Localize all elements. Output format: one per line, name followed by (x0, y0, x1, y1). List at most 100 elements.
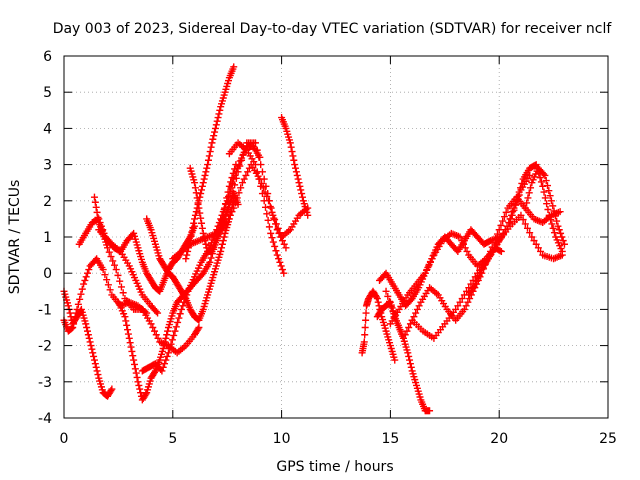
data-point (507, 211, 515, 219)
data-point (362, 316, 370, 324)
data-point (542, 177, 550, 185)
data-point (104, 281, 112, 289)
data-point (286, 139, 294, 147)
data-point (96, 219, 104, 227)
data-point (204, 156, 212, 164)
data-point (394, 321, 402, 329)
data-point (502, 208, 510, 216)
data-point (288, 148, 296, 156)
data-point (114, 271, 122, 279)
data-point (426, 407, 434, 415)
data-point (361, 324, 369, 331)
data-point (195, 324, 203, 331)
data-point (106, 286, 114, 294)
data-point (255, 175, 263, 183)
data-point (265, 223, 273, 231)
data-point (119, 289, 127, 297)
data-point (298, 193, 306, 201)
x-tick-label: 0 (60, 431, 69, 447)
data-point (550, 229, 558, 237)
data-point (391, 313, 399, 321)
data-point (291, 161, 299, 169)
data-point (91, 360, 99, 368)
data-point (218, 221, 226, 229)
data-point (523, 199, 531, 207)
data-point (398, 330, 406, 338)
data-point (170, 331, 178, 339)
data-point (201, 171, 209, 179)
data-point (182, 255, 190, 263)
data-point (117, 283, 125, 291)
series-track-2 (60, 287, 116, 400)
data-point (558, 247, 566, 255)
x-tick-label: 20 (490, 431, 508, 447)
data-point (193, 194, 201, 202)
data-point (304, 211, 312, 219)
data-point (261, 203, 269, 211)
data-point (189, 224, 197, 232)
data-point (406, 356, 414, 364)
data-point (524, 194, 532, 202)
data-point (235, 161, 243, 169)
data-point (194, 199, 202, 207)
data-point (240, 175, 248, 183)
data-point (268, 234, 276, 242)
data-point (213, 234, 221, 242)
data-point (164, 349, 172, 357)
data-point (163, 352, 171, 360)
data-point (184, 247, 192, 255)
data-point (269, 211, 277, 219)
data-point (152, 331, 160, 339)
data-point (95, 215, 103, 223)
data-point (293, 171, 301, 179)
data-point (360, 338, 368, 346)
data-point (202, 240, 210, 248)
data-point (257, 182, 265, 190)
data-point (543, 200, 551, 208)
data-point (463, 247, 471, 255)
data-point (235, 189, 243, 197)
data-point (179, 302, 187, 310)
data-point (413, 305, 421, 313)
data-point (125, 334, 133, 342)
data-point (217, 226, 225, 234)
data-point (539, 182, 547, 190)
data-point (80, 280, 88, 288)
data-point (208, 247, 216, 255)
data-point (91, 198, 99, 206)
data-point (280, 269, 288, 277)
data-point (495, 226, 503, 234)
data-point (198, 271, 206, 279)
data-point (272, 247, 280, 255)
data-point (131, 360, 139, 368)
data-point (175, 314, 183, 322)
data-point (192, 208, 200, 216)
data-point (204, 161, 212, 169)
data-point (553, 217, 561, 225)
data-point (86, 338, 94, 346)
data-point (90, 352, 98, 360)
data-point (275, 229, 283, 237)
data-point (296, 182, 304, 190)
data-point (229, 187, 237, 195)
data-point (103, 276, 111, 284)
data-point (218, 240, 226, 248)
data-point (518, 179, 526, 187)
data-point (549, 224, 557, 232)
data-point (76, 295, 84, 303)
y-tick-label: -4 (38, 411, 52, 427)
data-point (68, 324, 76, 332)
data-point (456, 298, 464, 306)
data-point (547, 216, 555, 224)
data-point (536, 174, 544, 182)
data-point (230, 63, 238, 71)
data-point (172, 323, 180, 331)
series-track-23 (465, 244, 505, 299)
data-point (231, 181, 239, 189)
data-point (211, 128, 219, 136)
data-point (218, 244, 226, 252)
data-point (128, 347, 136, 355)
data-point (217, 247, 225, 255)
data-point (290, 156, 298, 164)
data-point (526, 229, 534, 237)
